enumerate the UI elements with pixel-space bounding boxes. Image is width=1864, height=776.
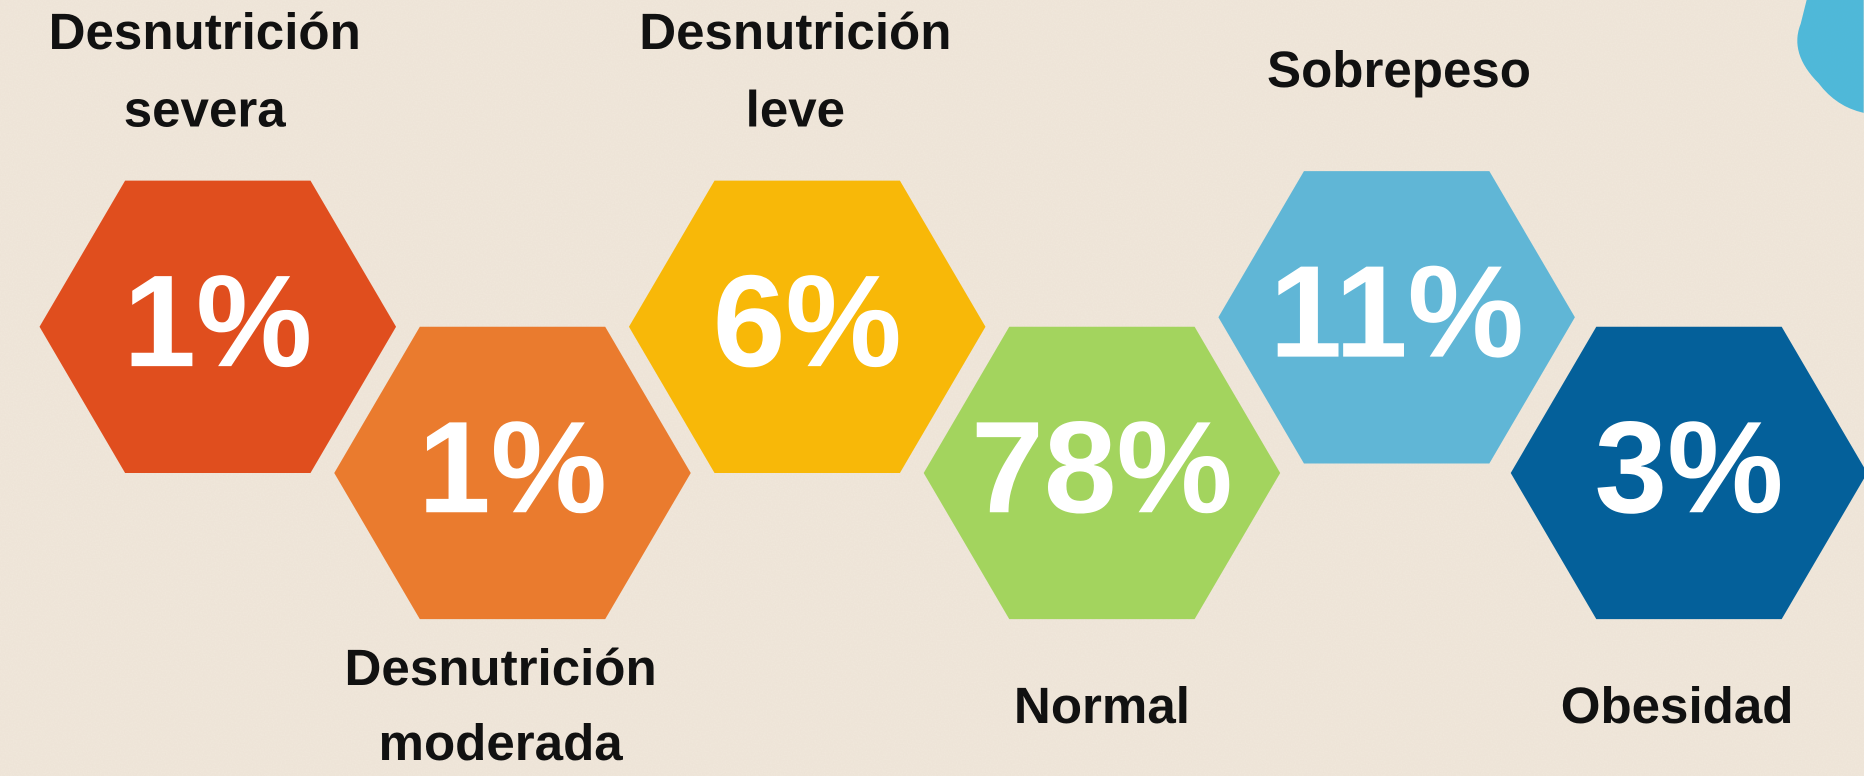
category-label: leve (746, 80, 845, 137)
category-label: Desnutrición (345, 639, 657, 696)
category-label: Sobrepeso (1267, 41, 1531, 98)
category-label: Obesidad (1561, 677, 1794, 734)
category-label: Desnutrición (49, 3, 361, 60)
hexagon (1218, 171, 1575, 464)
category-label: Desnutrición (639, 3, 951, 60)
percentage: 3% (1595, 394, 1784, 540)
percentage: 1% (123, 248, 312, 394)
hexagon (628, 180, 986, 473)
hexagon (39, 180, 397, 473)
category-label: severa (124, 80, 287, 137)
percentage: 1% (418, 394, 607, 540)
hexagon (334, 326, 691, 620)
percentage: 11% (1269, 239, 1523, 385)
category-label: Normal (1014, 677, 1190, 734)
hexagon (923, 326, 1281, 620)
hexagon (1510, 326, 1864, 620)
percentage: 78% (971, 394, 1233, 540)
category-label: moderada (379, 714, 624, 771)
percentage: 6% (713, 248, 902, 394)
paint-splotch (1797, 0, 1864, 113)
